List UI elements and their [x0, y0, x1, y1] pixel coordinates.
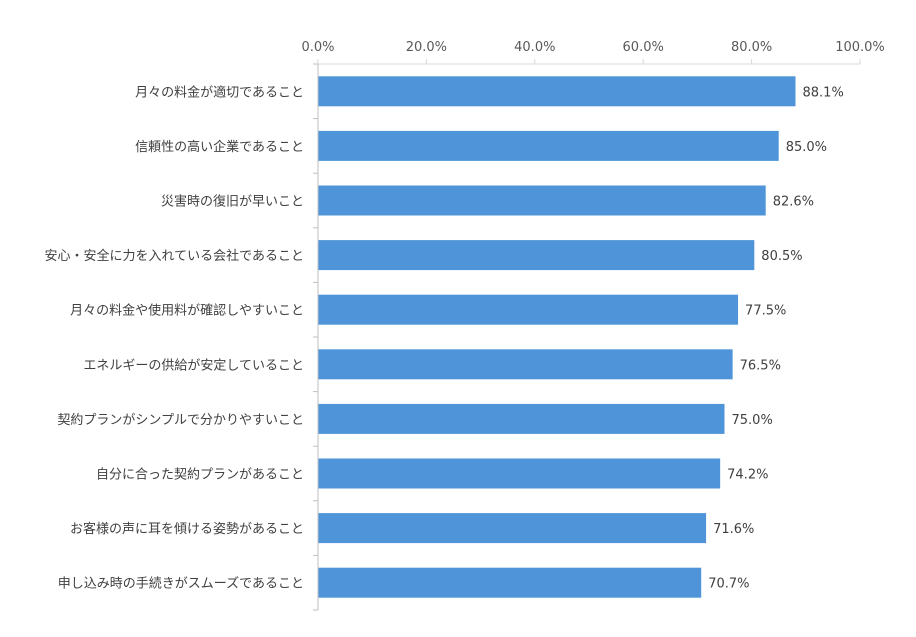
data-label: 85.0% — [786, 140, 827, 155]
bar — [318, 567, 702, 598]
x-tick-label: 100.0% — [835, 40, 885, 55]
bar — [318, 76, 796, 107]
bar — [318, 513, 707, 544]
data-label: 82.6% — [773, 195, 814, 210]
bar — [318, 240, 755, 271]
bar — [318, 130, 779, 161]
category-label: 安心・安全に力を入れている会社であること — [45, 248, 304, 264]
category-labels: 月々の料金が適切であること信頼性の高い企業であること災害時の復旧が早いこと安心・… — [45, 84, 304, 591]
data-label: 88.1% — [803, 85, 844, 100]
category-label: 契約プランがシンプルで分かりやすいこと — [57, 413, 304, 428]
data-label: 77.5% — [745, 304, 786, 319]
data-label: 75.0% — [732, 413, 773, 428]
category-label: お客様の声に耳を傾ける姿勢があること — [70, 521, 304, 537]
x-tick-label: 20.0% — [406, 40, 447, 55]
category-label: 災害時の復旧が早いこと — [161, 194, 304, 210]
category-label: 信頼性の高い企業であること — [135, 139, 304, 155]
data-label: 76.5% — [740, 358, 781, 373]
bar — [318, 458, 721, 489]
data-label: 71.6% — [713, 522, 754, 537]
category-label: エネルギーの供給が安定していること — [83, 358, 304, 373]
bar — [318, 403, 725, 434]
x-tick-label: 60.0% — [623, 40, 664, 55]
bar — [318, 185, 766, 216]
category-label: 月々の料金や使用料が確認しやすいこと — [70, 303, 304, 319]
x-tick-label: 80.0% — [731, 40, 772, 55]
x-axis-tick-labels: 0.0% 20.0% 40.0% 60.0% 80.0% 100.0% — [301, 40, 884, 55]
data-label: 70.7% — [708, 577, 749, 592]
bars — [318, 76, 796, 598]
bar — [318, 294, 739, 325]
axes — [313, 59, 861, 611]
x-tick-label: 40.0% — [514, 40, 555, 55]
data-label: 80.5% — [761, 249, 802, 264]
category-label: 申し込み時の手続きがスムーズであること — [58, 576, 304, 592]
bar — [318, 349, 733, 380]
data-labels: 88.1% 85.0% 82.6% 80.5% 77.5% 76.5% 75.0% 74.2%… — [708, 85, 844, 591]
data-label: 74.2% — [727, 468, 768, 483]
category-label: 自分に合った契約プランがあること — [96, 468, 304, 483]
category-label: 月々の料金が適切であること — [135, 84, 304, 100]
x-tick-label: 0.0% — [301, 40, 334, 55]
